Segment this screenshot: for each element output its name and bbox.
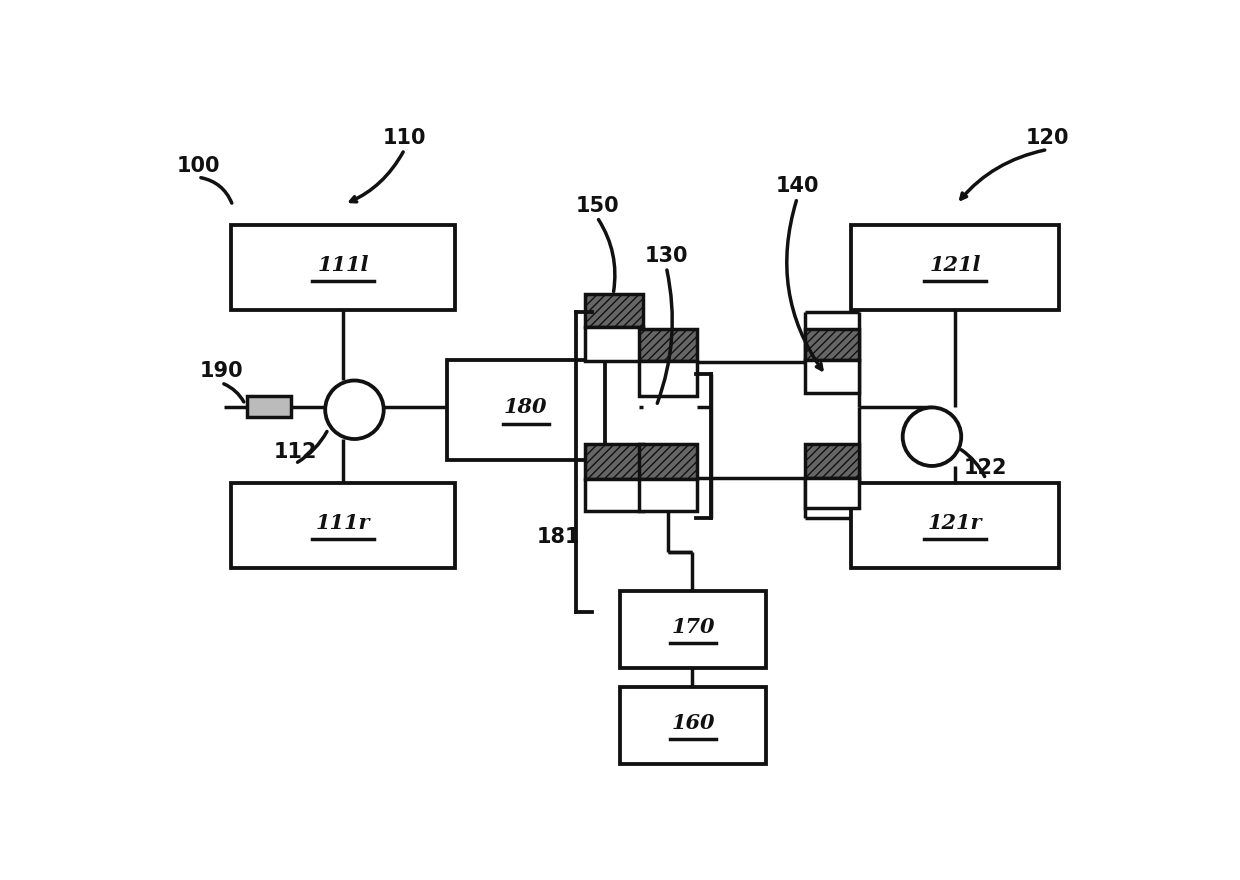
Text: 112: 112 — [273, 442, 317, 462]
Bar — [585, 444, 644, 479]
Bar — [585, 479, 644, 511]
Text: 170: 170 — [672, 617, 715, 637]
Text: 110: 110 — [383, 128, 427, 148]
Bar — [805, 360, 859, 392]
Text: 121r: 121r — [928, 513, 982, 533]
Text: 121l: 121l — [929, 255, 981, 275]
Bar — [585, 326, 644, 361]
Text: 111l: 111l — [317, 255, 368, 275]
Text: 100: 100 — [176, 156, 219, 176]
Text: 111r: 111r — [316, 513, 371, 533]
Text: 180: 180 — [503, 398, 548, 417]
Bar — [805, 329, 859, 360]
Bar — [805, 444, 859, 478]
Bar — [231, 225, 455, 310]
Bar — [620, 590, 766, 668]
Bar — [640, 362, 697, 396]
Text: 140: 140 — [775, 177, 818, 196]
Bar — [640, 479, 697, 511]
Bar — [851, 483, 1059, 568]
Bar — [231, 483, 455, 568]
Text: 130: 130 — [645, 246, 688, 266]
Circle shape — [325, 380, 383, 439]
Bar — [851, 225, 1059, 310]
Bar — [805, 478, 859, 509]
Text: 181: 181 — [537, 527, 580, 546]
Bar — [446, 360, 605, 459]
Text: 150: 150 — [575, 195, 619, 216]
Bar — [585, 294, 644, 326]
Circle shape — [903, 407, 961, 466]
Text: 160: 160 — [672, 713, 715, 733]
Bar — [640, 444, 697, 479]
Text: 190: 190 — [200, 362, 243, 381]
Text: 122: 122 — [965, 458, 1008, 478]
Text: 120: 120 — [1025, 128, 1069, 148]
Bar — [640, 329, 697, 362]
Bar — [620, 687, 766, 764]
Bar — [247, 396, 291, 417]
